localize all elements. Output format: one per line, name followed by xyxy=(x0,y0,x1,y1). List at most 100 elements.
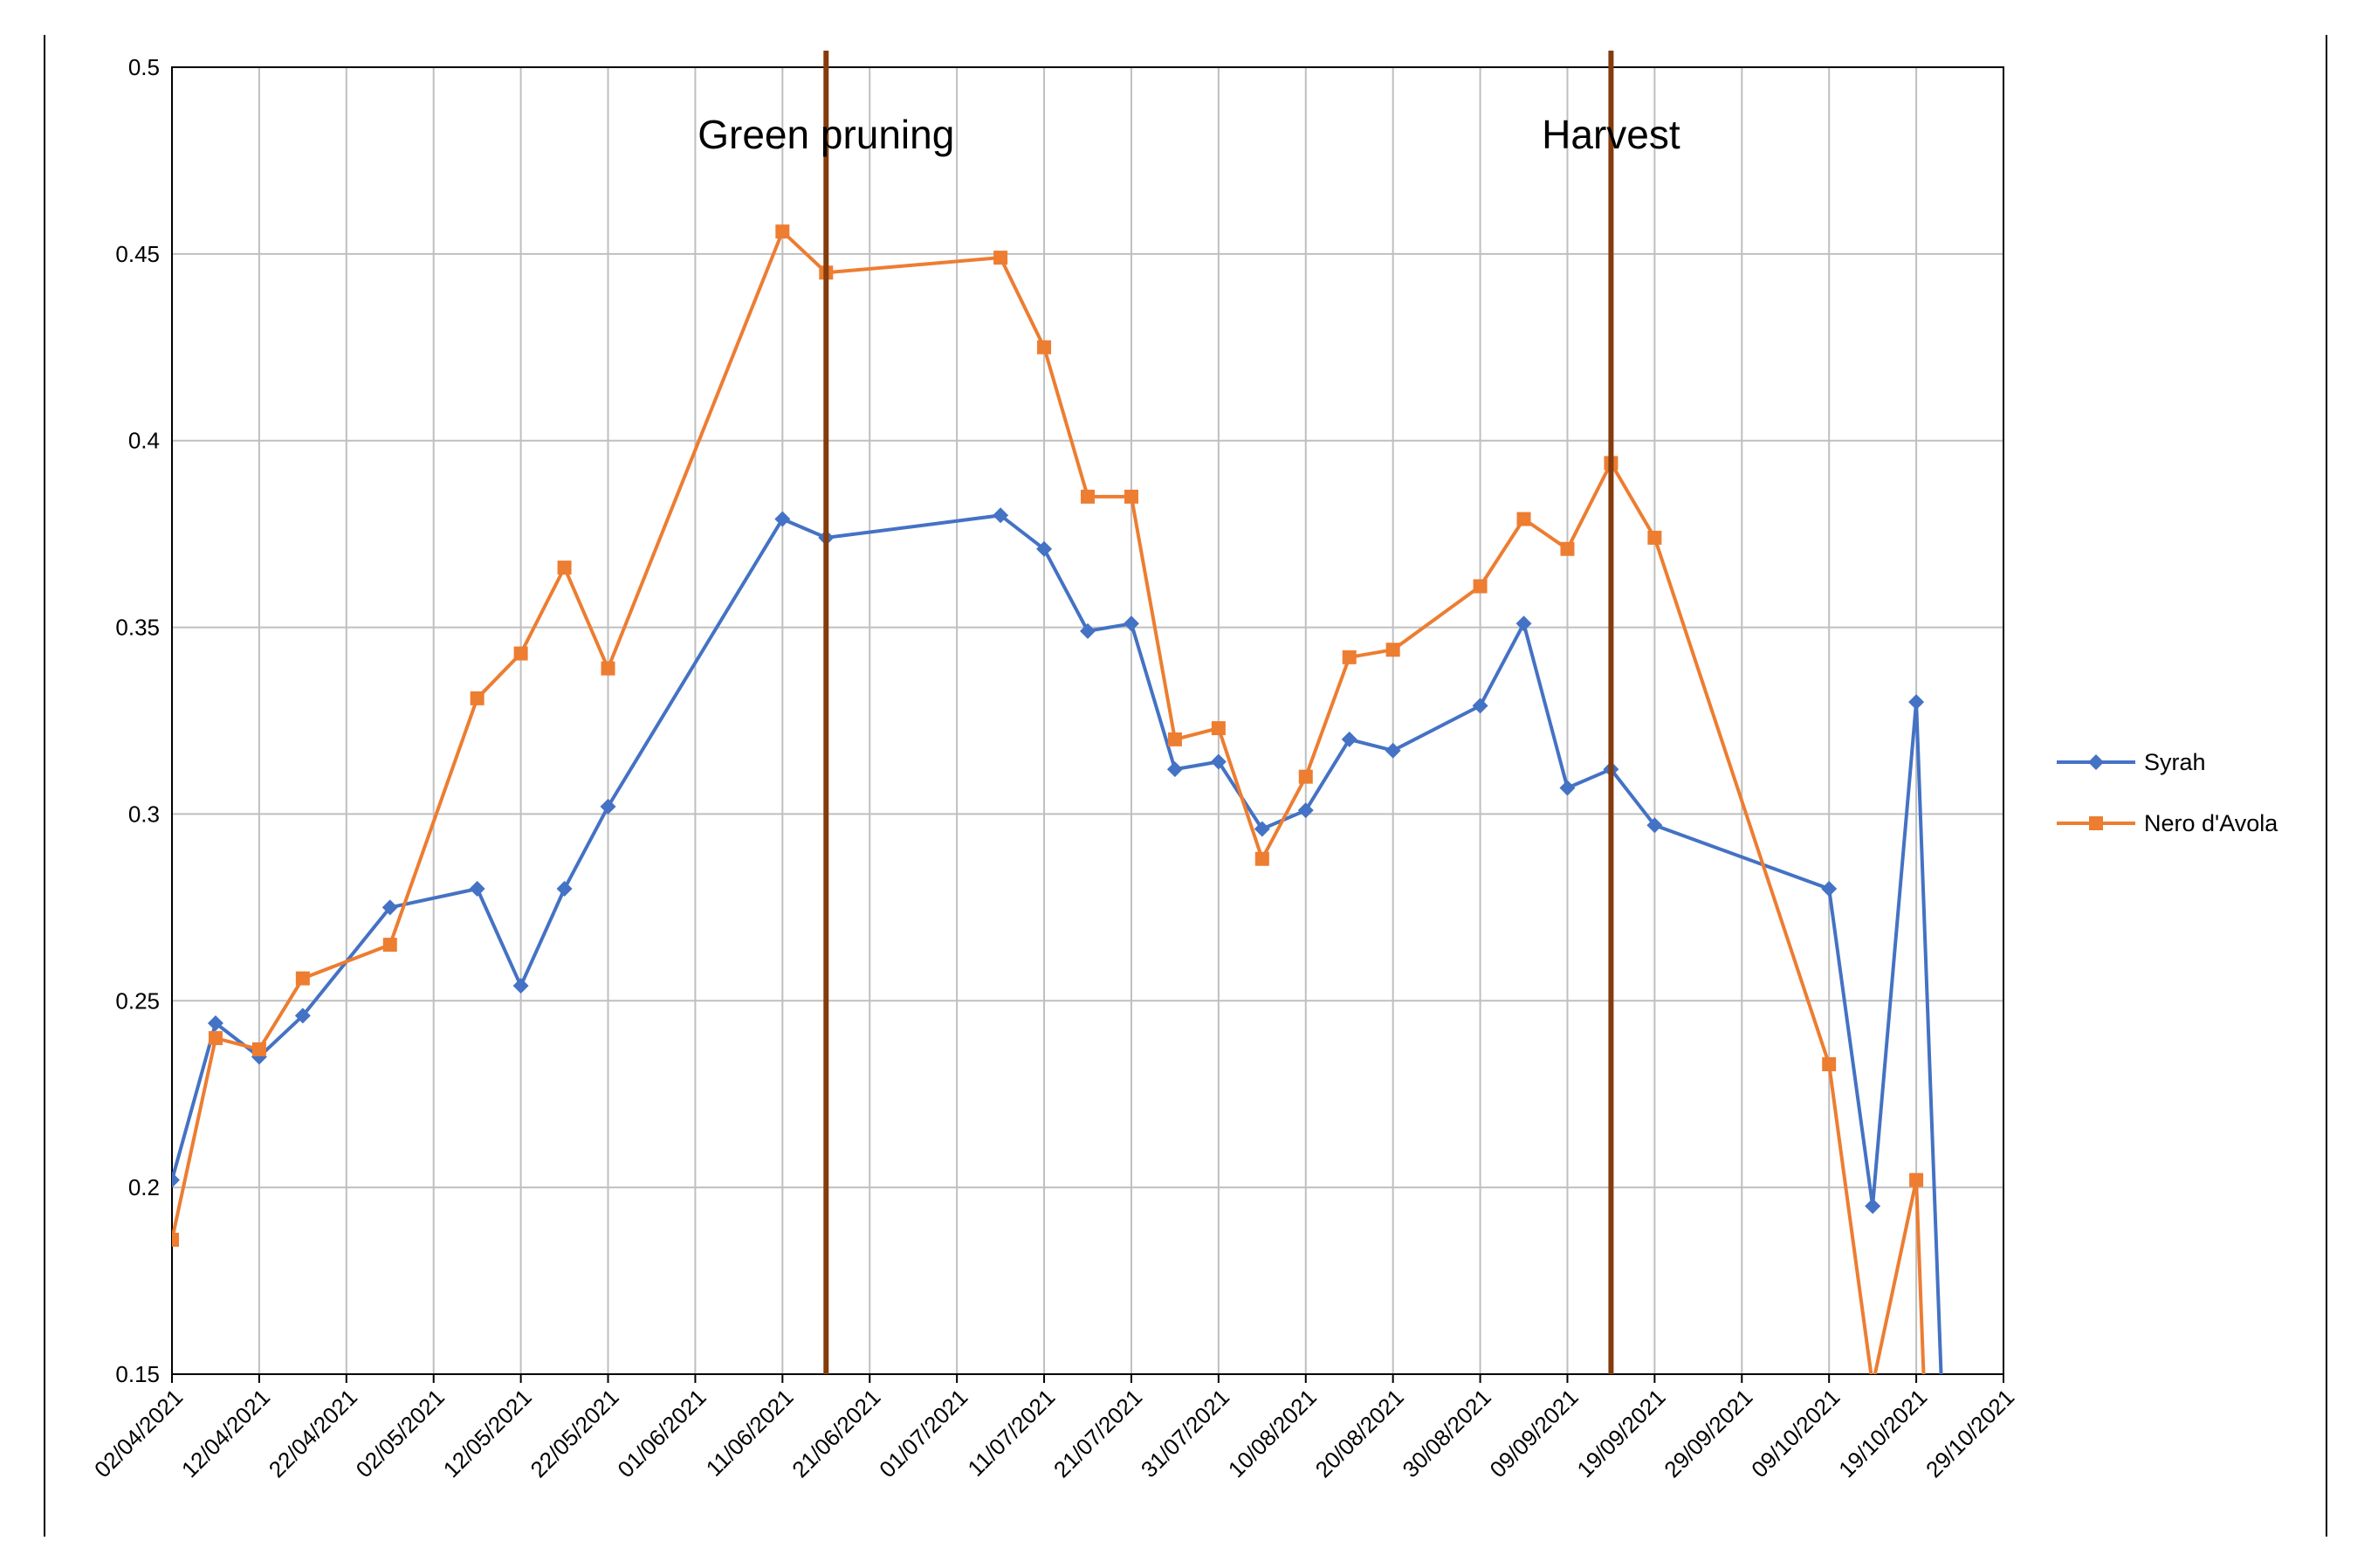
data-point xyxy=(382,938,397,952)
series-line xyxy=(172,513,1943,1374)
data-point xyxy=(774,511,791,527)
data-point xyxy=(556,880,573,897)
y-axis-ticks: 0.15 0.2 0.25 0.3 0.35 0.4 0.45 0.5 xyxy=(115,54,160,1387)
y-tick-label: 0.15 xyxy=(115,1361,160,1387)
x-tick-label: 19/09/2021 xyxy=(1571,1384,1670,1482)
data-point xyxy=(1908,694,1925,711)
data-point xyxy=(1516,512,1531,526)
annotation-label: Harvest xyxy=(1542,112,1680,157)
annotation-label: Green pruning xyxy=(698,112,954,157)
x-tick-label: 29/09/2021 xyxy=(1659,1384,1757,1482)
x-axis-ticks: 02/04/202112/04/202122/04/202102/05/2021… xyxy=(89,1374,2019,1482)
data-point xyxy=(1167,732,1182,746)
data-point xyxy=(1036,540,1053,557)
data-point xyxy=(557,560,572,575)
y-tick-label: 0.4 xyxy=(128,428,160,454)
x-tick-label: 30/08/2021 xyxy=(1398,1384,1496,1482)
data-point xyxy=(1123,616,1139,632)
data-point xyxy=(1297,802,1314,819)
x-tick-label: 21/07/2021 xyxy=(1048,1384,1147,1482)
x-tick-label: 22/04/2021 xyxy=(264,1384,362,1482)
annotations: Green pruning Harvest xyxy=(698,51,1680,1374)
data-point xyxy=(1211,721,1226,736)
data-point xyxy=(1559,780,1576,796)
data-point xyxy=(1124,489,1138,504)
x-tick-label: 02/04/2021 xyxy=(89,1384,188,1482)
x-tick-label: 09/10/2021 xyxy=(1746,1384,1845,1482)
data-point xyxy=(1166,761,1183,778)
data-point xyxy=(1515,616,1532,632)
data-point xyxy=(1822,1056,1837,1071)
data-point xyxy=(775,224,790,239)
data-point xyxy=(993,507,1009,524)
data-point xyxy=(993,251,1008,265)
series-line xyxy=(172,230,1926,1374)
grid-lines xyxy=(171,66,2004,1375)
data-point xyxy=(512,978,529,994)
data-point xyxy=(1647,530,1662,545)
plot-area-border xyxy=(171,66,2004,1375)
data-point xyxy=(1909,1173,1924,1187)
x-tick-label: 01/06/2021 xyxy=(612,1384,711,1482)
x-tick-label: 31/07/2021 xyxy=(1136,1384,1234,1482)
data-point xyxy=(601,661,615,676)
y-tick-label: 0.2 xyxy=(128,1174,160,1200)
data-point xyxy=(470,691,485,705)
data-point xyxy=(1560,541,1575,556)
x-tick-label: 02/05/2021 xyxy=(351,1384,450,1482)
series-lines xyxy=(172,224,1950,1420)
x-tick-label: 09/09/2021 xyxy=(1484,1384,1583,1482)
y-tick-label: 0.45 xyxy=(115,241,160,267)
legend-label: Syrah xyxy=(2144,749,2206,775)
legend: Syrah Nero d'Avola xyxy=(2057,749,2278,836)
x-tick-label: 19/10/2021 xyxy=(1833,1384,1932,1482)
data-point xyxy=(1081,489,1095,504)
data-point xyxy=(208,1031,223,1046)
data-point xyxy=(1210,753,1227,770)
legend-marker xyxy=(2088,754,2104,770)
data-point xyxy=(513,646,528,661)
x-tick-label: 20/08/2021 xyxy=(1310,1384,1409,1482)
data-point xyxy=(1341,731,1357,747)
x-tick-label: 01/07/2021 xyxy=(874,1384,972,1482)
x-tick-label: 21/06/2021 xyxy=(787,1384,885,1482)
x-tick-label: 11/06/2021 xyxy=(701,1384,799,1482)
y-tick-label: 0.5 xyxy=(128,54,160,80)
data-point xyxy=(172,1172,180,1188)
data-point xyxy=(1866,1379,1880,1393)
x-tick-label: 22/05/2021 xyxy=(526,1384,624,1482)
data-point xyxy=(207,1014,223,1031)
data-point xyxy=(1646,817,1663,834)
data-point xyxy=(1254,821,1270,837)
data-point xyxy=(1037,340,1052,354)
x-tick-label: 11/07/2021 xyxy=(962,1384,1060,1482)
data-point xyxy=(1080,622,1096,639)
x-tick-label: 10/08/2021 xyxy=(1223,1384,1322,1482)
right-border-line xyxy=(2326,35,2327,1537)
data-point xyxy=(295,971,310,986)
x-tick-label: 29/10/2021 xyxy=(1921,1384,2019,1482)
data-point xyxy=(1385,643,1400,657)
y-tick-label: 0.3 xyxy=(128,801,160,827)
data-point xyxy=(294,1008,311,1024)
data-point xyxy=(469,880,485,897)
data-point xyxy=(251,1042,266,1056)
data-point xyxy=(1342,650,1357,664)
x-tick-label: 12/05/2021 xyxy=(438,1384,537,1482)
left-border-line xyxy=(44,35,45,1537)
data-point xyxy=(1385,742,1401,759)
data-point xyxy=(381,899,398,916)
y-tick-label: 0.35 xyxy=(115,615,160,641)
x-tick-label: 12/04/2021 xyxy=(176,1384,275,1482)
series-0 xyxy=(172,507,1950,1420)
y-tick-label: 0.25 xyxy=(115,987,160,1014)
data-point xyxy=(1935,1404,1950,1420)
data-point xyxy=(172,1233,179,1248)
data-point xyxy=(1821,880,1838,897)
legend-label: Nero d'Avola xyxy=(2144,810,2278,836)
data-point xyxy=(1473,579,1488,594)
data-point xyxy=(600,798,616,815)
legend-marker xyxy=(2089,816,2103,830)
data-point xyxy=(1298,769,1313,784)
